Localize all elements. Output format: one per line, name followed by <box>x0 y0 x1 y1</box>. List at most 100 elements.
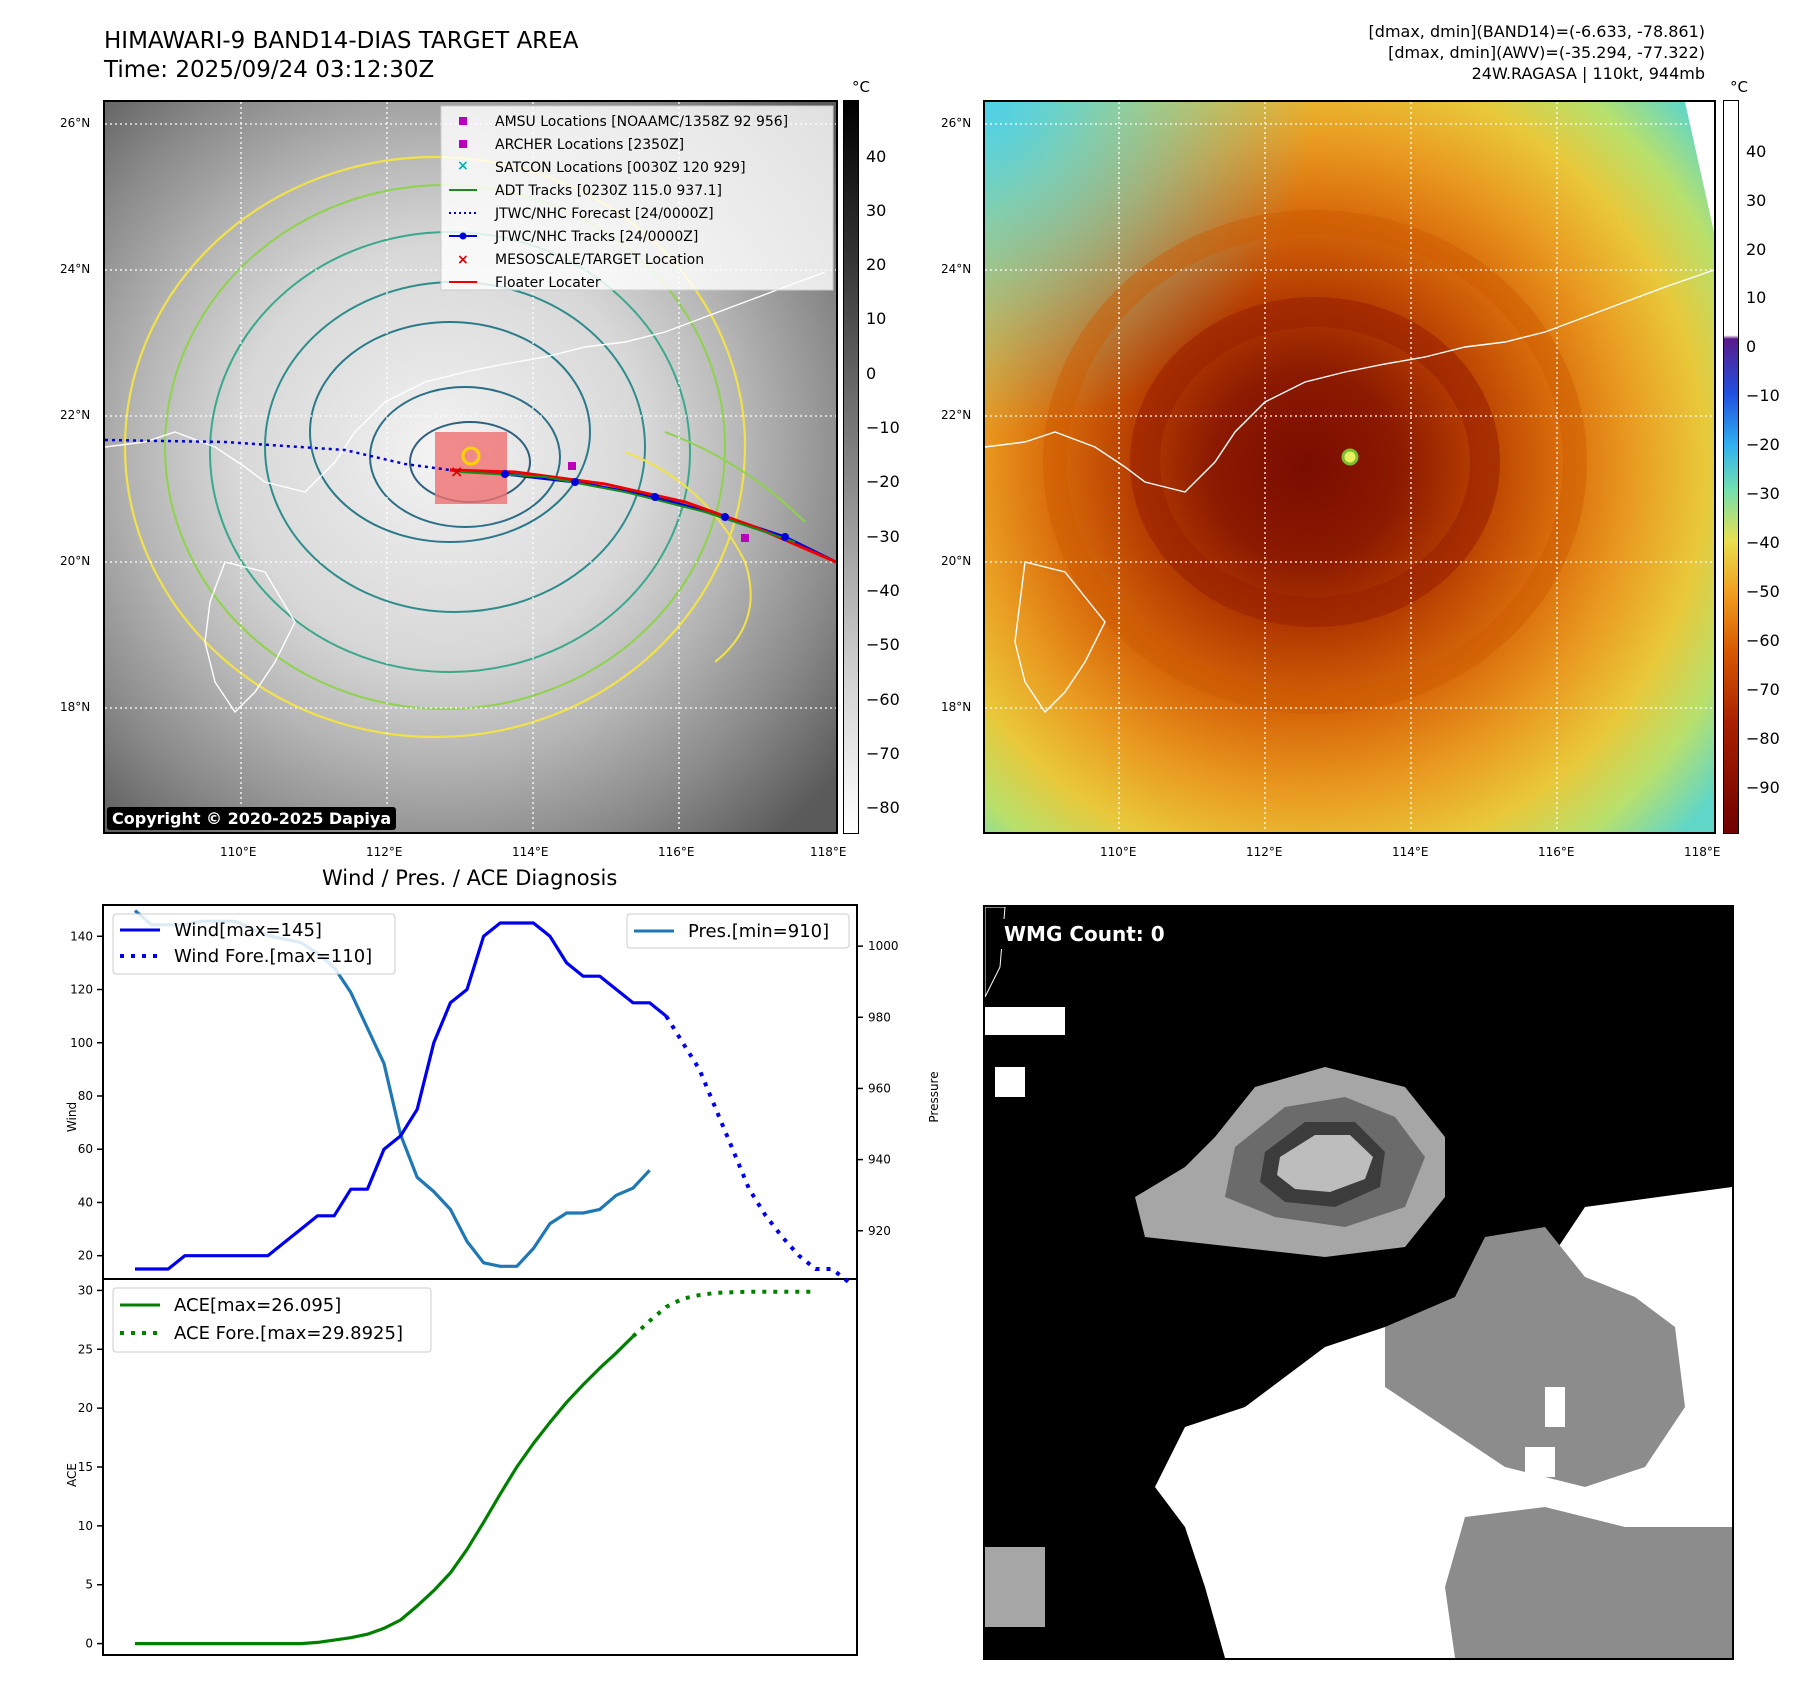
lon-label-116e-left: 116°E <box>658 845 695 859</box>
legend-label-4: JTWC/NHC Forecast [24/0000Z] <box>494 206 714 222</box>
gray-cbar-tick: −20 <box>866 472 900 491</box>
lat-label-20n-right: 20°N <box>941 554 972 568</box>
gray-cbar-tick: −10 <box>866 418 900 437</box>
gray-cbar-tick: −80 <box>866 798 900 817</box>
color-eye <box>1341 448 1359 466</box>
color-cbar-tick: 20 <box>1746 240 1767 259</box>
pressure-ytick-label: 980 <box>868 1010 891 1024</box>
color-cbar-tick: −40 <box>1746 533 1780 552</box>
color-cbar-tick: −10 <box>1746 386 1780 405</box>
pressure-ytick-label: 960 <box>868 1081 891 1095</box>
wmg-white-gap <box>995 1067 1025 1097</box>
wind-line <box>135 921 668 1271</box>
wind-ytick-label: 80 <box>78 1089 93 1103</box>
pressure-yticks: 920 940 960 980 1000 <box>857 939 899 1238</box>
color-cbar-tick: −90 <box>1746 778 1780 797</box>
ace-legend: ACE[max=26.095] ACE Fore.[max=29.8925] <box>112 1287 432 1353</box>
lon-label-118e-left: 118°E <box>810 845 847 859</box>
adt-track <box>459 471 796 543</box>
wind-ytick-label: 120 <box>70 983 93 997</box>
gray-cbar-tick: −50 <box>866 635 900 654</box>
ace-forecast-line <box>631 1289 816 1338</box>
pressure-axis-label: Pressure <box>927 1071 940 1122</box>
gray-colorbar <box>843 100 859 834</box>
wmg-eye-region <box>1277 1135 1373 1192</box>
lon-label-112e-left: 112°E <box>366 845 403 859</box>
info-line3: 24W.RAGASA | 110kt, 944mb <box>1471 64 1705 83</box>
lat-label-24n-right: 24°N <box>941 262 972 276</box>
ace-ytick-label: 5 <box>85 1578 93 1592</box>
ace-ytick-label: 30 <box>78 1283 93 1297</box>
color-map-gridlines <box>985 102 1714 832</box>
legend-satcon-marker: × <box>457 158 469 174</box>
ace-yticks: 0 5 10 15 20 25 30 <box>78 1283 103 1651</box>
legend-label-2: SATCON Locations [0030Z 120 929] <box>495 160 746 176</box>
lon-label-116e-right: 116°E <box>1538 845 1575 859</box>
wind-axis-label: Wind <box>65 1102 79 1132</box>
wind-ytick-label: 100 <box>70 1036 93 1050</box>
legend-tracks-dot <box>459 232 467 240</box>
ace-series <box>135 1289 816 1646</box>
wind-yticks: 20 40 60 80 100 120 140 <box>70 929 103 1263</box>
jtwc-track-points <box>501 470 789 541</box>
color-map-bands <box>1043 210 1587 714</box>
wmg-black-region <box>985 907 1732 1658</box>
info-line2: [dmax, dmin](AWV)=(-35.294, -77.322) <box>1388 43 1705 62</box>
ir-color-map <box>983 100 1716 834</box>
lat-label-20n-left: 20°N <box>60 554 91 568</box>
pressure-legend: Pres.[min=910] <box>626 913 850 949</box>
legend-label-5: JTWC/NHC Tracks [24/0000Z] <box>494 229 698 245</box>
ir-gray-map: × × × AMSU Locations [NOAAMC/1358Z 92 95… <box>103 100 838 834</box>
ace-ytick-label: 10 <box>78 1519 93 1533</box>
lat-label-26n-right: 26°N <box>941 116 972 130</box>
gray-cbar-tick: −60 <box>866 690 900 709</box>
wmg-white-gap <box>1525 1447 1555 1477</box>
color-cbar-tick: 40 <box>1746 142 1767 161</box>
lon-label-112e-right: 112°E <box>1246 845 1283 859</box>
pressure-ytick-label: 1000 <box>868 939 899 953</box>
lon-label-114e-right: 114°E <box>1392 845 1429 859</box>
pressure-ytick-label: 920 <box>868 1224 891 1238</box>
color-cbar-tick: −50 <box>1746 582 1780 601</box>
wind-ytick-label: 40 <box>78 1195 93 1209</box>
color-cbar-tick: −30 <box>1746 484 1780 503</box>
legend-amsu-marker <box>459 117 467 125</box>
target-box <box>435 432 507 504</box>
color-cbar-tick: −80 <box>1746 729 1780 748</box>
gray-cbar-tick: −70 <box>866 744 900 763</box>
legend-wind-fore-label: Wind Fore.[max=110] <box>174 946 372 967</box>
wind-legend: Wind[max=145] Wind Fore.[max=110] <box>112 913 396 975</box>
legend-ace-fore-label: ACE Fore.[max=29.8925] <box>174 1323 403 1344</box>
legend-label-0: AMSU Locations [NOAAMC/1358Z 92 956] <box>495 114 788 130</box>
ir-gray-map-svg: × × × AMSU Locations [NOAAMC/1358Z 92 95… <box>105 102 836 832</box>
legend-ace-label: ACE[max=26.095] <box>174 1295 341 1316</box>
legend-archer-marker <box>459 140 467 148</box>
gray-cbar-tick: 0 <box>866 364 877 383</box>
gray-cbar-tick: −40 <box>866 581 900 600</box>
color-cbar-tick: −70 <box>1746 680 1780 699</box>
legend-label-6: MESOSCALE/TARGET Location <box>495 252 704 268</box>
color-cbar-tick: 10 <box>1746 288 1767 307</box>
color-cbar-tick: −60 <box>1746 631 1780 650</box>
wmg-gray-region-lower <box>1445 1507 1732 1658</box>
jtwc-forecast-track <box>105 438 451 472</box>
gray-cbar-tick: 40 <box>866 147 887 166</box>
pressure-ytick-label: 940 <box>868 1153 891 1167</box>
lat-label-18n-left: 18°N <box>60 700 91 714</box>
lat-label-18n-right: 18°N <box>941 700 972 714</box>
color-colorbar-unit: °C <box>1730 78 1748 96</box>
info-line1: [dmax, dmin](BAND14)=(-6.633, -78.861) <box>1368 22 1705 41</box>
wind-forecast-line <box>664 1015 851 1284</box>
archer-marker <box>741 534 749 542</box>
gray-cbar-tick: 20 <box>866 255 887 274</box>
lat-label-22n-left: 22°N <box>60 408 91 422</box>
wmg-gray-region <box>1385 1227 1685 1487</box>
lon-label-114e-left: 114°E <box>512 845 549 859</box>
color-cbar-tick: −20 <box>1746 435 1780 454</box>
gray-cbar-tick: −30 <box>866 527 900 546</box>
lon-label-110e-right: 110°E <box>1100 845 1137 859</box>
lat-label-24n-left: 24°N <box>60 262 91 276</box>
wmg-panel: WMG Count: 0 <box>983 905 1734 1660</box>
lat-label-26n-left: 26°N <box>60 116 91 130</box>
gray-cbar-tick: 30 <box>866 201 887 220</box>
